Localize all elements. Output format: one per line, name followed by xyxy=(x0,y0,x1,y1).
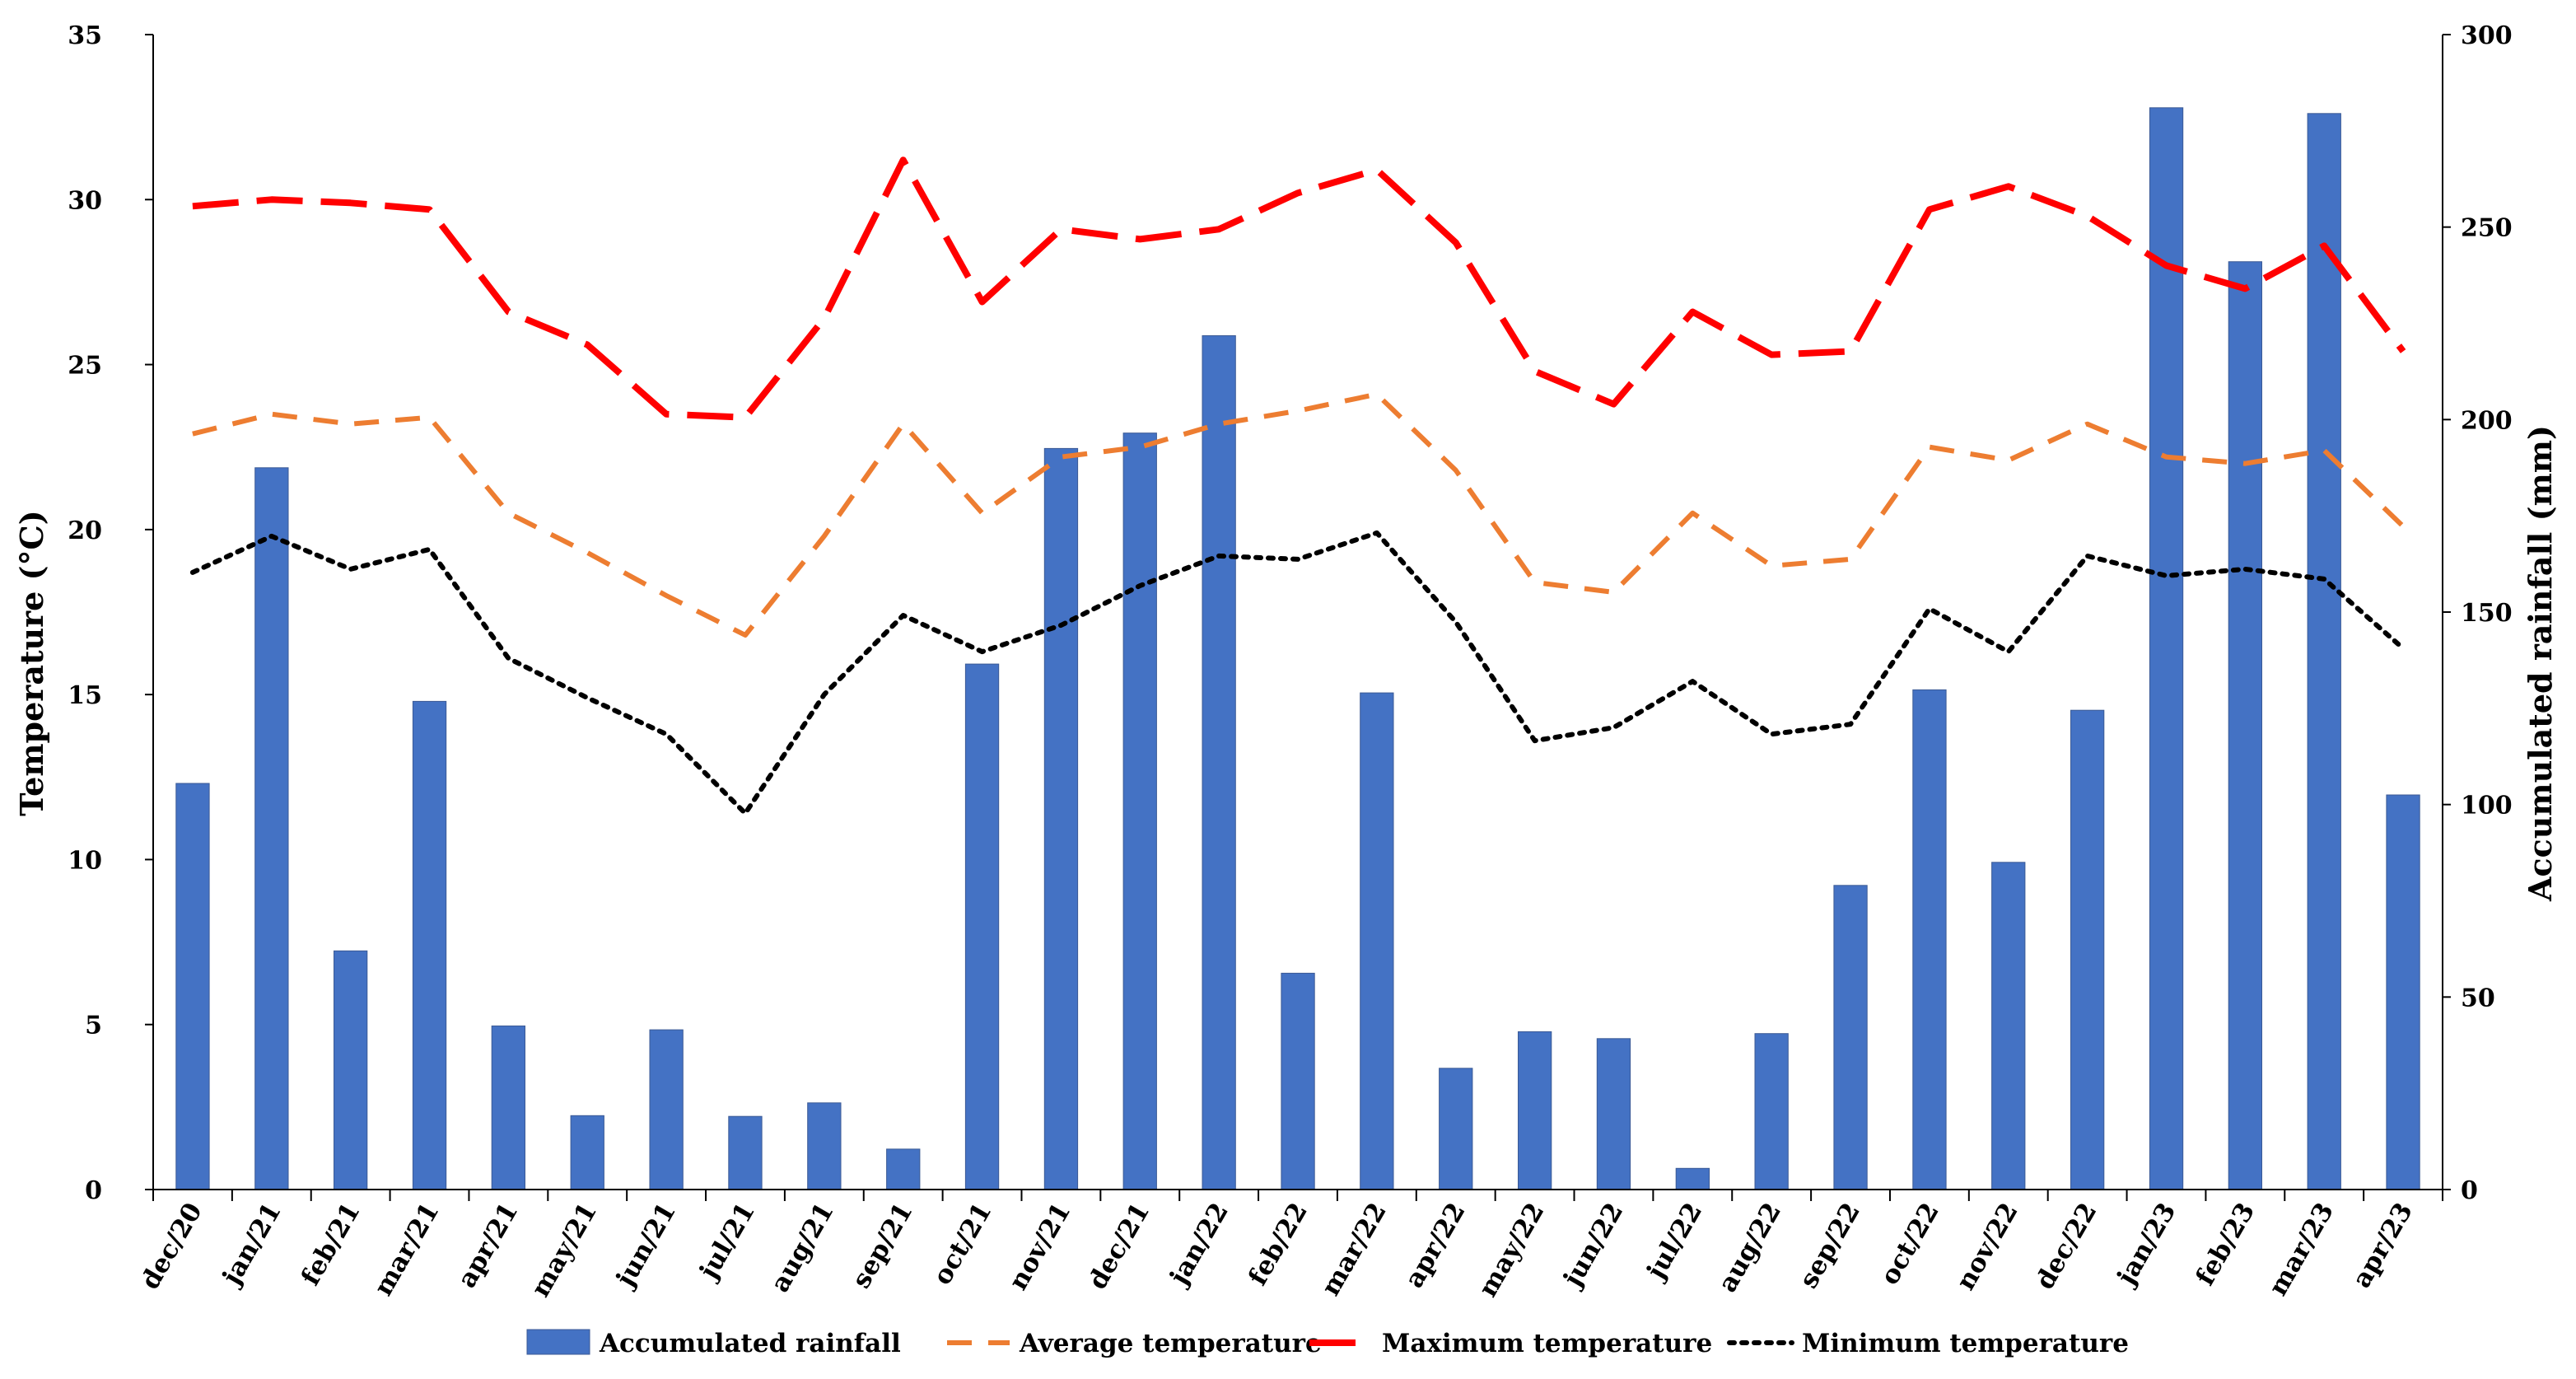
rainfall-bar-jan-22 xyxy=(1202,335,1236,1190)
rainfall-bar-feb-22 xyxy=(1281,972,1315,1190)
rainfall-bar-aug-21 xyxy=(807,1102,842,1190)
rainfall-bars-group xyxy=(175,107,2420,1190)
rainfall-bar-mar-21 xyxy=(412,700,447,1190)
rainfall-bar-mar-23 xyxy=(2307,113,2341,1190)
rainfall-bar-may-21 xyxy=(570,1115,604,1190)
legend-swatch-accumulated-rainfall xyxy=(526,1329,590,1355)
left-tick-label: 15 xyxy=(68,681,102,710)
minimum-temperature-line xyxy=(189,530,2406,816)
rainfall-bar-nov-22 xyxy=(1991,862,2026,1190)
x-category-label: jan/23 xyxy=(2111,1198,2182,1292)
rainfall-bar-apr-21 xyxy=(491,1025,526,1190)
legend-label-minimum-temperature: Minimum temperature xyxy=(1802,1329,2129,1358)
x-category-label: dec/21 xyxy=(1083,1198,1156,1294)
rainfall-bar-sep-21 xyxy=(886,1148,921,1190)
rainfall-bar-jan-23 xyxy=(2149,107,2184,1190)
right-tick-label: 300 xyxy=(2461,21,2513,50)
left-tick-label: 30 xyxy=(68,186,102,215)
temperature-lines-group xyxy=(189,157,2406,816)
x-category-label: dec/20 xyxy=(135,1198,208,1294)
x-category-label: aug/21 xyxy=(765,1198,840,1297)
x-category-label: oct/22 xyxy=(1874,1198,1944,1290)
left-tick-label: 10 xyxy=(68,846,102,875)
rainfall-bar-apr-22 xyxy=(1439,1068,1473,1190)
x-category-label: jan/22 xyxy=(1163,1198,1234,1292)
left-tick-label: 0 xyxy=(85,1176,102,1205)
x-category-label: feb/23 xyxy=(2190,1198,2261,1291)
rainfall-bar-apr-23 xyxy=(2386,794,2420,1190)
rainfall-bar-feb-21 xyxy=(334,950,368,1190)
x-category-label: jan/21 xyxy=(216,1198,287,1292)
rainfall-bar-dec-21 xyxy=(1122,432,1157,1190)
x-category-label: oct/21 xyxy=(927,1198,997,1290)
legend-label-accumulated-rainfall: Accumulated rainfall xyxy=(599,1329,901,1358)
rainfall-bar-nov-21 xyxy=(1043,447,1079,1190)
left-tick-label: 5 xyxy=(85,1012,102,1040)
x-category-label: nov/22 xyxy=(1951,1198,2024,1295)
rainfall-bar-sep-22 xyxy=(1833,885,1868,1190)
x-category-label: may/22 xyxy=(1473,1198,1551,1302)
legend-label-average-temperature: Average temperature xyxy=(1019,1329,1322,1358)
rainfall-bar-oct-22 xyxy=(1912,689,1947,1190)
right-tick-label: 100 xyxy=(2461,792,2513,820)
x-category-label: may/21 xyxy=(525,1198,603,1302)
x-category-label: apr/21 xyxy=(452,1198,524,1293)
x-category-label: apr/23 xyxy=(2347,1198,2419,1293)
rainfall-bar-aug-22 xyxy=(1754,1033,1789,1190)
x-category-label: aug/22 xyxy=(1713,1198,1788,1297)
right-axis-label: Accumulated rainfall (mm) xyxy=(2522,425,2559,902)
x-category-label: jun/22 xyxy=(1556,1198,1629,1294)
right-tick-label: 150 xyxy=(2461,599,2513,628)
x-category-label: jul/21 xyxy=(693,1198,761,1286)
right-tick-label: 0 xyxy=(2461,1176,2478,1205)
x-category-label: jul/22 xyxy=(1640,1198,1709,1286)
rainfall-bar-oct-21 xyxy=(964,663,1000,1190)
right-tick-label: 250 xyxy=(2461,214,2513,243)
rainfall-bar-jan-21 xyxy=(254,467,289,1190)
x-category-label: mar/21 xyxy=(368,1198,445,1301)
rainfall-bar-mar-22 xyxy=(1360,692,1394,1190)
left-axis-label: Temperature (°C) xyxy=(13,510,50,816)
x-category-label: jun/21 xyxy=(609,1198,682,1294)
rainfall-bar-jul-22 xyxy=(1675,1167,1710,1190)
left-tick-label: 25 xyxy=(68,352,102,381)
x-category-label: dec/22 xyxy=(2030,1198,2103,1294)
rainfall-bar-may-22 xyxy=(1518,1031,1552,1190)
legend: Accumulated rainfall Average temperature M… xyxy=(526,1329,2129,1358)
rainfall-bar-jun-21 xyxy=(649,1029,684,1190)
x-category-label: apr/22 xyxy=(1399,1198,1471,1293)
x-category-label: sep/21 xyxy=(847,1198,919,1293)
rainfall-bar-dec-22 xyxy=(2070,709,2105,1190)
left-tick-label: 35 xyxy=(68,21,102,50)
x-category-label: mar/23 xyxy=(2263,1198,2340,1301)
right-tick-label: 50 xyxy=(2461,984,2495,1012)
maximum-temperature-line xyxy=(192,157,2406,421)
x-category-label: mar/22 xyxy=(1316,1198,1393,1301)
axes-group xyxy=(145,34,2451,1201)
x-category-label: feb/22 xyxy=(1243,1198,1314,1291)
rainfall-bar-dec-20 xyxy=(175,783,210,1190)
rainfall-bar-jun-22 xyxy=(1596,1038,1631,1190)
rainfall-bar-jul-21 xyxy=(728,1115,763,1190)
legend-label-maximum-temperature: Maximum temperature xyxy=(1382,1329,1712,1358)
x-category-label: feb/21 xyxy=(296,1198,366,1291)
left-tick-label: 20 xyxy=(68,517,102,545)
right-tick-label: 200 xyxy=(2461,406,2513,435)
rainfall-bar-feb-23 xyxy=(2228,261,2262,1190)
x-category-label: nov/21 xyxy=(1003,1198,1076,1295)
average-temperature-line xyxy=(192,391,2406,638)
x-category-label: sep/22 xyxy=(1794,1198,1866,1293)
